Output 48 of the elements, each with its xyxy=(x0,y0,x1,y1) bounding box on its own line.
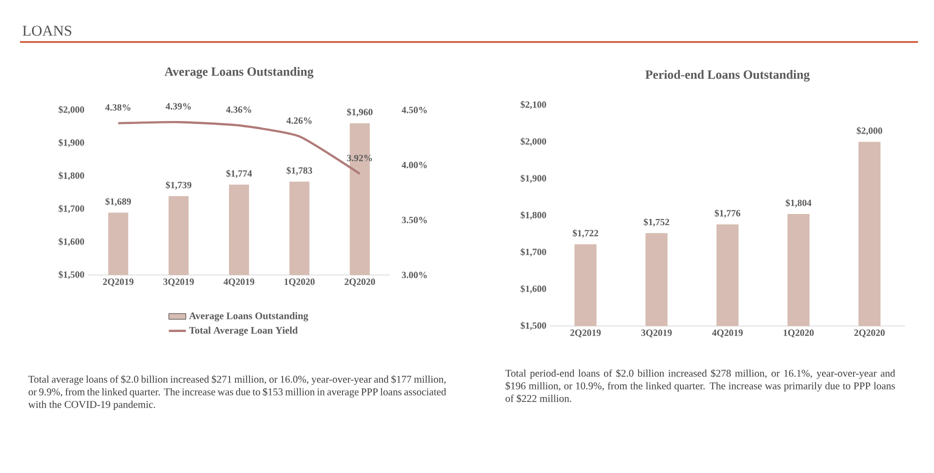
y-tick-label: $2,000 xyxy=(520,138,546,146)
y-tick-label: $1,600 xyxy=(520,284,546,294)
x-tick-label: 4Q2019 xyxy=(224,278,254,286)
data-label: $1,689 xyxy=(105,198,131,206)
y-tick-label: $1,700 xyxy=(520,248,546,256)
y-tick-label: $2,000 xyxy=(58,106,84,114)
data-label: $1,722 xyxy=(572,229,598,238)
legend-label: Average Loans Outstanding xyxy=(189,312,308,322)
data-label: 4.36% xyxy=(226,106,252,113)
x-tick-label: 2Q2019 xyxy=(570,330,601,338)
y2-tick-label: 3.00% xyxy=(402,272,427,278)
x-tick-label: 3Q2019 xyxy=(641,330,672,338)
x-tick-label: 4Q2019 xyxy=(712,330,743,338)
legend-label: Total Average Loan Yield xyxy=(189,326,298,336)
y-tick-label: $1,900 xyxy=(58,138,84,148)
data-label: 4.38% xyxy=(105,104,130,111)
text: LOANS xyxy=(22,26,72,36)
y2-tick-label: 3.50% xyxy=(402,216,427,224)
y-tick-label: $1,800 xyxy=(58,172,84,180)
y-tick-label: $2,100 xyxy=(520,100,546,110)
y-tick-label: $1,900 xyxy=(520,174,546,183)
x-tick-label: 2Q2019 xyxy=(103,278,134,286)
chart-title: Average Loans Outstanding xyxy=(164,67,314,78)
data-label: $1,739 xyxy=(166,181,192,190)
y-tick-label: $1,500 xyxy=(58,270,84,280)
data-label: $1,804 xyxy=(786,199,812,208)
x-tick-label: 1Q2020 xyxy=(784,330,814,338)
data-label: 4.26% xyxy=(286,117,312,124)
y-tick-label: $1,600 xyxy=(58,238,84,246)
data-label: $1,776 xyxy=(714,209,740,218)
y2-tick-label: 4.00% xyxy=(402,162,427,168)
text: Total average loans of $2.0 billion increased $271 million, or 16.0%, year-over-year and $177 million, or 9.9%, from the linked quarter. The increase was due to $153 million in average PPP loans associated with the COVID-19 pandemic. xyxy=(28,375,446,410)
x-tick-label: 3Q2019 xyxy=(163,278,194,286)
x-tick-label: 2Q2020 xyxy=(344,278,376,286)
data-label: $1,783 xyxy=(286,166,312,176)
chart-title: Period-end Loans Outstanding xyxy=(645,70,810,82)
x-tick-label: 2Q2020 xyxy=(854,330,885,338)
data-label: 4.39% xyxy=(166,103,191,110)
y-tick-label: $1,700 xyxy=(58,204,84,214)
text: Total period-end loans of $2.0 billion increased $278 million, or 16.1%, year-over-year and $196 million, or 10.9%, from the linked quarter. The increase was primarily due to PPP loans of $222 million. xyxy=(505,369,896,403)
y-tick-label: $1,800 xyxy=(520,211,546,220)
x-tick-label: 1Q2020 xyxy=(284,278,315,286)
y2-tick-label: 4.50% xyxy=(402,106,427,114)
data-label: $1,774 xyxy=(226,170,252,178)
data-label: $1,752 xyxy=(644,218,670,227)
y-tick-label: $1,500 xyxy=(520,322,546,330)
data-label: $1,960 xyxy=(347,108,373,117)
data-label: $2,000 xyxy=(856,126,882,136)
